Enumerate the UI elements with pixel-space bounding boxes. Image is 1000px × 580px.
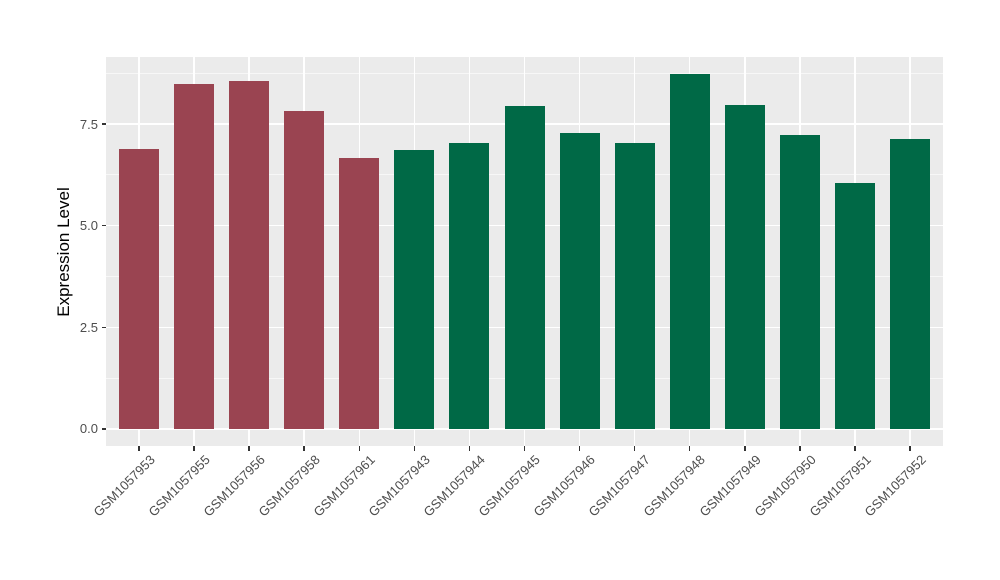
- y-tick-mark-2.5: [101, 326, 106, 329]
- plot-panel: [106, 57, 943, 446]
- x-tick-mark-GSM1057948: [688, 446, 691, 451]
- bar-GSM1057951: [834, 183, 875, 429]
- bar-GSM1057948: [669, 73, 710, 429]
- bar-GSM1057958: [284, 110, 325, 429]
- y-tick-label-0: 0.0: [79, 421, 98, 437]
- x-tick-mark-GSM1057958: [303, 446, 305, 451]
- x-tick-mark-GSM1057955: [193, 446, 195, 451]
- x-tick-mark-GSM1057952: [909, 446, 911, 451]
- x-tick-mark-GSM1057945: [523, 446, 526, 451]
- y-tick-label-2.5: 2.5: [79, 319, 98, 335]
- x-tick-mark-GSM1057944: [468, 446, 471, 451]
- y-tick-label-5: 5.0: [79, 218, 98, 234]
- x-tick-mark-GSM1057951: [854, 446, 856, 451]
- y-axis-title: Expression Level: [54, 186, 73, 317]
- y-tick-label-7.5: 7.5: [79, 116, 98, 132]
- x-tick-mark-GSM1057949: [744, 446, 746, 451]
- bar-GSM1057946: [559, 132, 600, 429]
- bar-GSM1057955: [174, 84, 215, 429]
- bar-GSM1057961: [339, 157, 380, 429]
- bar-GSM1057949: [724, 104, 765, 429]
- bar-GSM1057953: [119, 148, 160, 429]
- bar-GSM1057943: [394, 149, 435, 429]
- y-tick-mark-0: [101, 428, 106, 430]
- bar-GSM1057956: [229, 80, 270, 429]
- x-tick-mark-GSM1057956: [248, 446, 250, 451]
- bar-GSM1057950: [779, 134, 820, 429]
- x-tick-mark-GSM1057961: [358, 446, 361, 451]
- x-tick-mark-GSM1057946: [578, 446, 581, 451]
- x-tick-mark-GSM1057953: [138, 446, 140, 451]
- x-tick-mark-GSM1057950: [799, 446, 801, 451]
- y-tick-mark-5: [101, 224, 106, 227]
- x-tick-mark-GSM1057947: [633, 446, 636, 451]
- bar-GSM1057945: [504, 105, 545, 429]
- y-tick-mark-7.5: [101, 123, 106, 125]
- x-tick-mark-GSM1057943: [413, 446, 416, 451]
- bar-GSM1057944: [449, 142, 490, 429]
- bar-GSM1057952: [889, 139, 930, 429]
- bar-GSM1057947: [614, 142, 655, 429]
